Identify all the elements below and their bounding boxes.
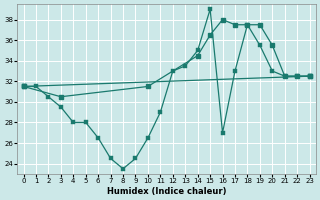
X-axis label: Humidex (Indice chaleur): Humidex (Indice chaleur) <box>107 187 226 196</box>
